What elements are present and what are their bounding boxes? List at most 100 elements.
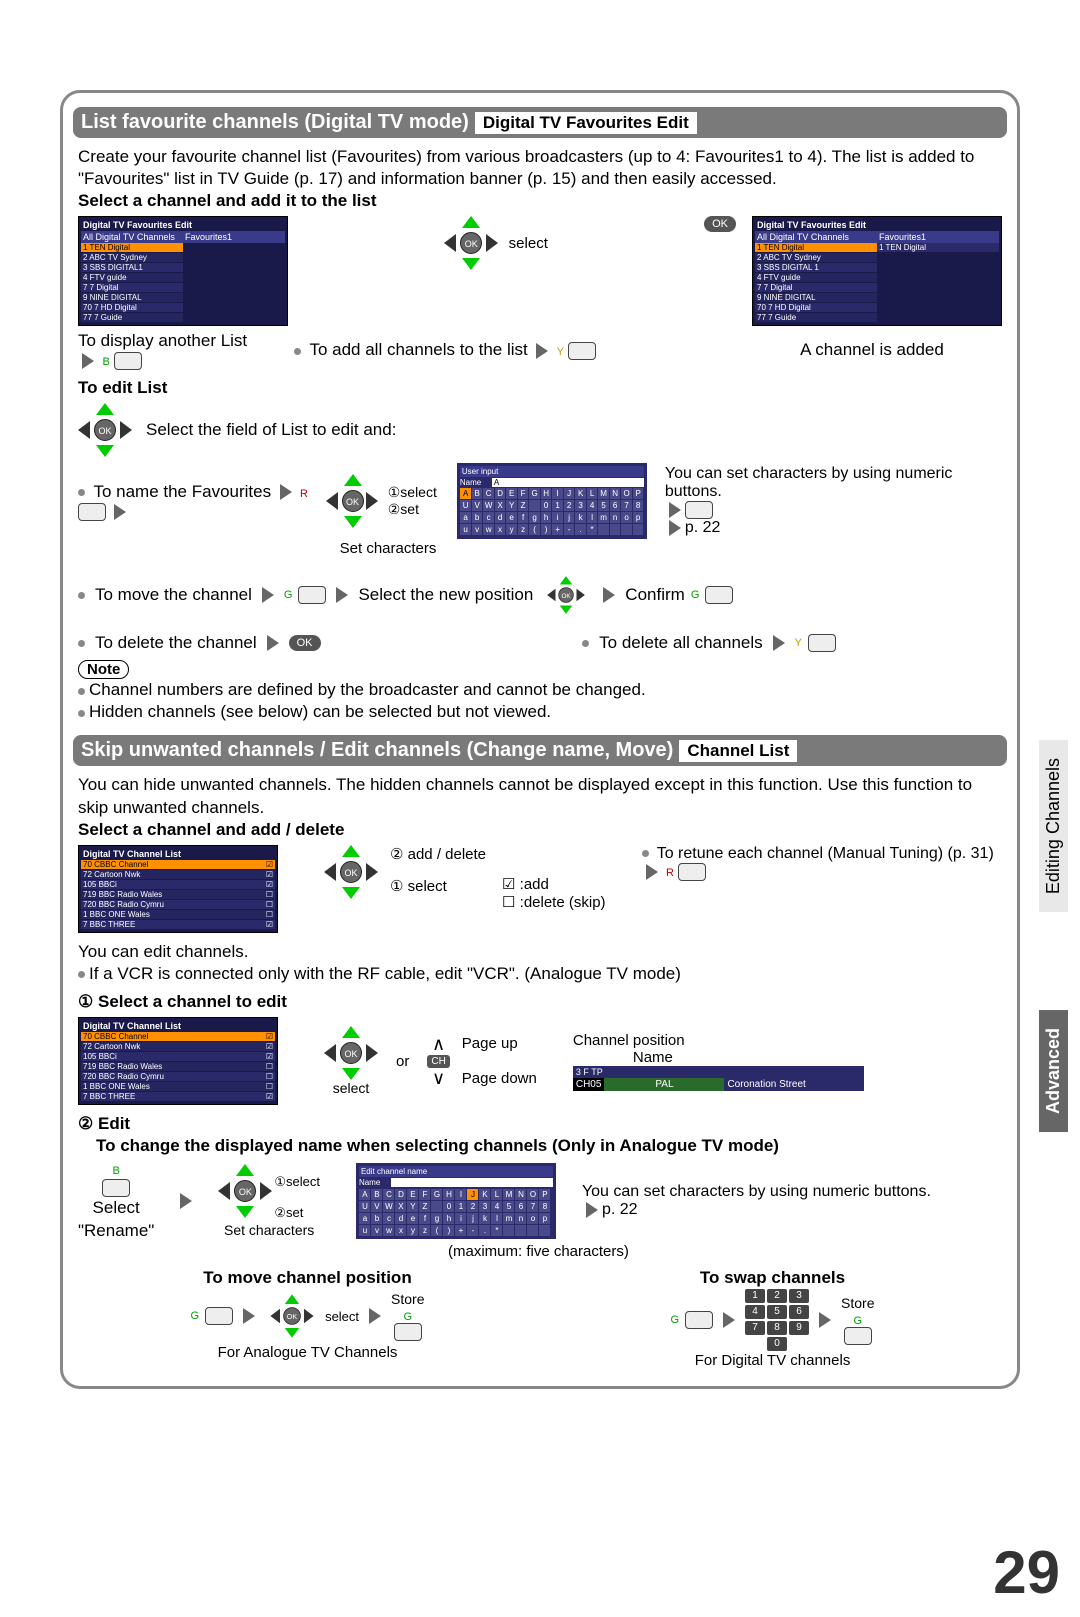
tvbox1-col1: Favourites1 [183, 231, 285, 243]
g-letter: G [284, 589, 293, 601]
r-letter: R [300, 488, 308, 500]
green-button-icon [844, 1327, 872, 1345]
yellow-button-icon [808, 634, 836, 652]
favourites-edit-box-2: Digital TV Favourites Edit All Digital T… [752, 216, 1002, 326]
move-channel-text: To move the channel [95, 584, 252, 606]
dpad-icon: OK [444, 216, 498, 270]
or-text: or [396, 1053, 409, 1070]
select-label: select [324, 1080, 378, 1096]
select-label: select [509, 235, 548, 252]
channel-list-box-2: Digital TV Channel List 70 CBBC Channel☑… [78, 1017, 278, 1105]
section2-intro: You can hide unwanted channels. The hidd… [78, 774, 1002, 818]
tvbox1-row: 70 7 HD Digital [81, 303, 183, 313]
page-container: List favourite channels (Digital TV mode… [60, 90, 1020, 1389]
green-button-icon [298, 586, 326, 604]
ok-pill-icon: OK [704, 216, 736, 232]
note2-text: Hidden channels (see below) can be selec… [89, 702, 551, 721]
section2-title: Skip unwanted channels / Edit channels (… [73, 735, 1007, 766]
ok-button-icon: OK [340, 1042, 362, 1064]
tip2-text: You can set characters by using numeric … [582, 1183, 931, 1201]
retune-text: To retune each channel (Manual Tuning) (… [657, 845, 994, 862]
arrow-icon [262, 587, 274, 603]
g-letter: G [670, 1314, 679, 1326]
section1-title: List favourite channels (Digital TV mode… [73, 107, 1007, 138]
set-label: set [286, 1205, 303, 1220]
tvbox1-row: 2 ABC TV Sydney [81, 253, 183, 263]
ok-button-icon: OK [94, 419, 116, 441]
display-another-list: To display another List [78, 330, 288, 352]
bullet-icon [294, 348, 301, 355]
p22-ref: p. 22 [685, 519, 721, 536]
arrow-icon [773, 635, 785, 651]
user-input-title: User input [460, 466, 644, 477]
chlist-row: 72 Cartoon Nwk [83, 870, 266, 879]
step1-text: Select a channel to edit [98, 992, 287, 1011]
note-pill: Note [78, 660, 129, 679]
arrow-icon [280, 484, 292, 500]
green-button-icon [685, 1311, 713, 1329]
side-tab-editing: Editing Channels [1039, 740, 1068, 912]
tvbox1-row: 9 NINE DIGITAL [81, 293, 183, 303]
arrow-icon [82, 353, 94, 369]
chlist-row: 72 Cartoon Nwk [83, 1042, 266, 1051]
strip-left: 3 F TP [573, 1066, 865, 1078]
set-characters-label: Set characters [218, 1221, 320, 1239]
tvbox1-col0: All Digital TV Channels [81, 231, 183, 243]
arrow-icon [243, 1308, 255, 1324]
dpad-icon: OK [324, 845, 378, 899]
confirm-text: Confirm [625, 584, 685, 606]
tvbox1-title: Digital TV Favourites Edit [81, 219, 285, 231]
set-chars-tip: You can set characters by using numeric … [665, 465, 1002, 501]
chlist-row: 7 BBC THREE [83, 920, 266, 929]
side-tab-advanced: Advanced [1039, 1010, 1068, 1132]
chlist-row: 1 BBC ONE Wales [83, 1082, 266, 1091]
blue-button-icon [114, 352, 142, 370]
green-button-icon [394, 1323, 422, 1341]
chlist-row: 720 BBC Radio Cymru [83, 1072, 266, 1081]
tvbox2-row: 1 TEN Digital [755, 243, 877, 253]
dpad-icon: OK [218, 1164, 272, 1218]
chlist-row: 105 BBCi [83, 1052, 266, 1061]
arrow-icon [114, 504, 126, 520]
channel-list-box-1: Digital TV Channel List 70 CBBC Channel☑… [78, 845, 278, 933]
section2-title-text: Skip unwanted channels / Edit channels (… [81, 739, 673, 762]
bullet-icon [78, 710, 85, 717]
section2-sub1: Select a channel and add / delete [78, 819, 1002, 841]
tvbox2-title: Digital TV Favourites Edit [755, 219, 999, 231]
tvbox1-row: 3 SBS DIGITAL1 [81, 263, 183, 273]
select-new-position: Select the new position [358, 584, 533, 606]
edit-name-keyboard: Edit channel name Name ABCDEFGHIJKLMNOP … [356, 1163, 556, 1239]
circle1-icon: ① [390, 878, 403, 895]
set-characters-label: Set characters [188, 539, 588, 559]
b-letter: B [112, 1165, 119, 1177]
arrow-icon [819, 1312, 831, 1328]
ok-button-icon: OK [559, 588, 574, 603]
add-legend: :add [520, 876, 549, 893]
chlist-row: 719 BBC Radio Wales [83, 890, 266, 899]
arrow-icon [536, 343, 548, 359]
tvbox1-row: 7 7 Digital [81, 283, 183, 293]
circle2-icon: ② [388, 501, 401, 517]
bullet-icon [582, 640, 589, 647]
tvbox2-row: 77 7 Guide [755, 313, 877, 323]
page-down-label: Page down [462, 1070, 537, 1087]
arrow-icon [603, 587, 615, 603]
swap-heading: To swap channels [543, 1267, 1002, 1289]
delete-channel-text: To delete the channel [95, 632, 257, 654]
chlist-title: Digital TV Channel List [81, 1020, 275, 1032]
select-label: select [325, 1309, 359, 1324]
add-all-text: To add all channels to the list [309, 340, 527, 359]
ok-pill-icon: OK [289, 635, 321, 651]
strip-name: Coronation Street [724, 1078, 864, 1091]
circle2-icon: ② [78, 1114, 93, 1133]
bullet-icon [78, 640, 85, 647]
yellow-button-icon [568, 342, 596, 360]
tvbox2-col0: All Digital TV Channels [755, 231, 877, 243]
dpad-icon: OK [78, 403, 132, 457]
bullet-icon [78, 592, 85, 599]
ok-button-icon: OK [460, 232, 482, 254]
bullet-icon [78, 971, 85, 978]
circle2-icon: ② [274, 1205, 286, 1220]
arrow-icon [723, 1312, 735, 1328]
tvbox2-row: 70 7 HD Digital [755, 303, 877, 313]
